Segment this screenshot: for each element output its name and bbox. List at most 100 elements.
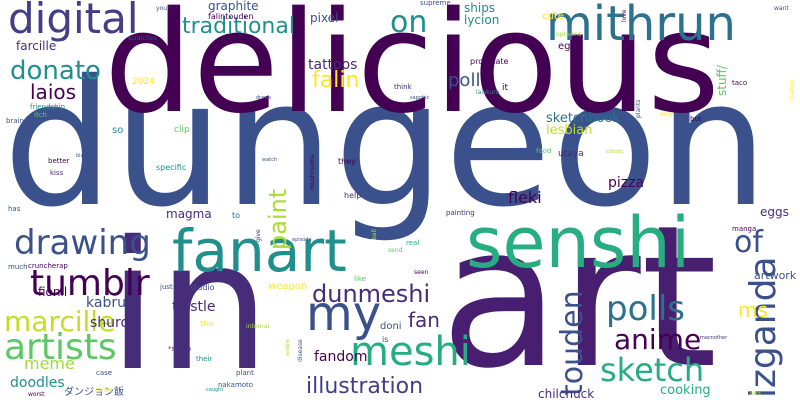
word-utaya: utaya: [558, 149, 584, 159]
word-your: your: [156, 5, 170, 12]
word-painting: painting: [446, 209, 475, 217]
word-much: much: [8, 263, 28, 271]
word-fandom: fandom: [314, 349, 368, 365]
word-falin: falin: [312, 68, 360, 93]
word-plants: plants: [635, 99, 642, 118]
word-specific: specific: [156, 163, 187, 172]
word-plant: plant: [236, 369, 254, 377]
word-stuff: stuff/: [715, 65, 729, 96]
word-enable: enable: [285, 339, 291, 356]
word-shuro-asterisk: *shuro: [168, 345, 192, 353]
word-so: so: [112, 125, 124, 136]
word-it: it: [502, 83, 509, 93]
word-toshiro: toshiro: [789, 79, 796, 100]
word-lycion: lycion: [464, 13, 500, 27]
word-friendship: friendship: [30, 103, 65, 111]
word-thistle: thistle: [172, 299, 216, 315]
word-help: help: [344, 191, 362, 200]
word-marcille: marcille: [4, 305, 116, 338]
word-supreme: supreme: [420, 0, 451, 7]
word-dunmeshi: dunmeshi: [312, 280, 431, 308]
word-give: give: [255, 229, 262, 242]
word-tattoos: tattoos: [308, 57, 358, 73]
word-magma: magma: [166, 207, 212, 221]
word-illustration: illustration: [306, 374, 424, 399]
word-sapphic: sapphic: [410, 95, 430, 101]
word-in: in: [108, 203, 271, 400]
word-dungeon: dungeon: [3, 43, 769, 246]
word-meme: meme: [24, 354, 75, 373]
word-traditional: traditional: [182, 14, 295, 39]
word-scratches: scratches: [128, 35, 157, 42]
word-want: want: [774, 5, 789, 12]
word-fan: fan: [408, 308, 440, 332]
word-procreate: procreate: [470, 57, 509, 66]
word-meshi: meshi: [350, 329, 471, 375]
word-stilistic: stilistic: [606, 149, 624, 155]
word-caught: caught: [206, 387, 224, 393]
word-touden: touden: [555, 290, 590, 396]
word-taco: taco: [732, 79, 748, 87]
word-digital: digital: [8, 0, 139, 43]
word-graphite: graphite: [208, 0, 259, 13]
word-studio: studio: [190, 283, 215, 292]
word-case: case: [96, 369, 113, 377]
word-but: but: [690, 115, 702, 123]
word-cruncherap: cruncherap: [28, 262, 68, 270]
word-internal: internal: [246, 323, 270, 330]
word-kabru: kabru: [86, 295, 126, 311]
word-the: the: [200, 319, 214, 328]
word-think: think: [394, 83, 412, 91]
word-cute: cute: [542, 11, 564, 22]
word-pizza: pizza: [608, 175, 645, 191]
word-seen: seen: [414, 269, 429, 276]
word-tumblr: tumblr: [30, 263, 150, 304]
word-watch: watch: [262, 157, 278, 163]
word-draws: draws: [256, 95, 271, 101]
word-laios: laios: [30, 80, 77, 104]
word-art: art: [440, 184, 718, 400]
word-artwork: artwork: [754, 269, 797, 282]
word-poll: poll: [448, 70, 481, 91]
word-shuro: shuro: [90, 315, 130, 331]
word-itch: itch: [34, 111, 47, 119]
word-eggs: eggs: [760, 205, 789, 219]
word-real: real: [406, 239, 420, 247]
word-brain: brain: [6, 117, 24, 125]
word-cooking: cooking: [660, 383, 711, 398]
word-food: food: [536, 147, 552, 155]
word-has: has: [8, 205, 21, 213]
word-disease: disease: [297, 339, 304, 362]
word-nakamoto: nakamoto: [218, 381, 254, 389]
word-lesbian: lesbian: [546, 123, 593, 138]
word-artists: artists: [4, 327, 117, 368]
word-their: their: [196, 355, 213, 363]
word-smiley: smiley: [666, 65, 680, 70]
word-falintouden: falintouden: [208, 12, 254, 21]
word-senshi: senshi: [466, 202, 691, 284]
word-blog: blog: [76, 153, 87, 159]
word-drawing: drawing: [14, 223, 151, 263]
word-clip: clip: [174, 125, 190, 135]
word-opinions: opinions: [556, 31, 582, 38]
word-thisle: thisle: [96, 387, 113, 394]
word-just: just: [160, 283, 173, 291]
word-kiss: kiss: [50, 169, 64, 177]
word-paint: paint: [264, 188, 292, 250]
word-fleki: fleki: [508, 188, 542, 207]
word-love: love: [621, 9, 628, 22]
word-weapon: weapon: [268, 281, 308, 292]
word-polls: polls: [606, 289, 685, 329]
word-fionil: fionil: [38, 285, 68, 299]
word-mushrooms: mushrooms: [309, 154, 316, 190]
word-of: of: [734, 225, 763, 260]
word-on: on: [390, 5, 428, 40]
word-egg: egg: [558, 41, 577, 52]
word-is: is: [382, 335, 389, 344]
word-fanart: fanart: [172, 217, 347, 285]
word-ships: ships: [464, 1, 496, 15]
word-to: to: [232, 211, 241, 220]
word-doni: doni: [380, 321, 402, 332]
word-2024: 2024: [132, 77, 155, 87]
